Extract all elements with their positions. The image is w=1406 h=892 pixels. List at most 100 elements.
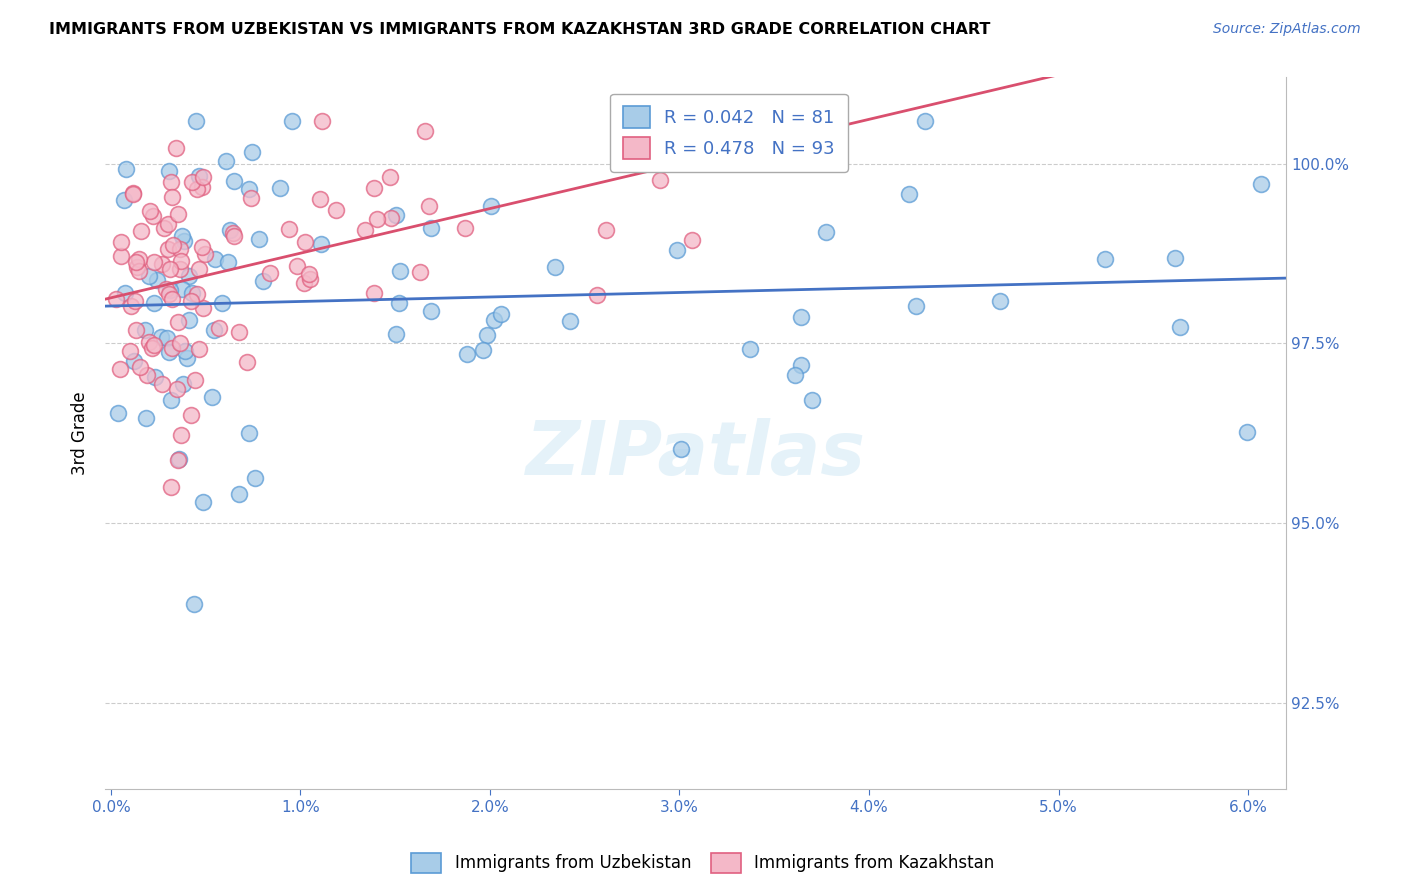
Point: [353, 223, 375, 237]
Point: [157, 242, 180, 256]
Point: [1094, 252, 1116, 267]
Point: [222, 228, 245, 243]
Point: [366, 212, 388, 227]
Point: [143, 255, 166, 269]
Point: [166, 315, 188, 329]
Point: [145, 370, 167, 384]
Point: [247, 232, 270, 246]
Point: [208, 320, 231, 334]
Point: [143, 338, 166, 352]
Point: [191, 180, 214, 194]
Point: [169, 451, 191, 466]
Point: [785, 368, 807, 383]
Point: [170, 229, 193, 244]
Point: [214, 154, 236, 169]
Point: [363, 286, 385, 301]
Point: [388, 264, 411, 278]
Point: [228, 487, 250, 501]
Point: [120, 299, 142, 313]
Point: [240, 191, 263, 205]
Point: [167, 453, 190, 467]
Point: [380, 211, 402, 226]
Point: [543, 260, 565, 274]
Text: ZIPatlas: ZIPatlas: [526, 418, 866, 491]
Point: [159, 283, 181, 297]
Point: [471, 343, 494, 357]
Point: [202, 323, 225, 337]
Point: [269, 180, 291, 194]
Point: [186, 182, 208, 196]
Point: [384, 327, 406, 342]
Point: [150, 377, 173, 392]
Point: [156, 217, 179, 231]
Point: [193, 495, 215, 509]
Point: [170, 428, 193, 442]
Point: [134, 323, 156, 337]
Point: [222, 174, 245, 188]
Point: [413, 124, 436, 138]
Point: [738, 342, 761, 356]
Point: [170, 253, 193, 268]
Point: [150, 256, 173, 270]
Point: [454, 220, 477, 235]
Point: [156, 331, 179, 345]
Point: [173, 234, 195, 248]
Point: [479, 199, 502, 213]
Point: [191, 170, 214, 185]
Point: [620, 113, 643, 128]
Point: [160, 190, 183, 204]
Point: [184, 113, 207, 128]
Point: [1236, 425, 1258, 440]
Point: [914, 113, 936, 128]
Point: [194, 247, 217, 261]
Point: [188, 343, 211, 357]
Point: [176, 351, 198, 365]
Point: [219, 223, 242, 237]
Point: [110, 248, 132, 262]
Point: [135, 410, 157, 425]
Point: [418, 199, 440, 213]
Text: Source: ZipAtlas.com: Source: ZipAtlas.com: [1213, 22, 1361, 37]
Point: [169, 336, 191, 351]
Point: [790, 310, 813, 324]
Point: [292, 276, 315, 290]
Point: [169, 262, 191, 277]
Point: [159, 480, 181, 494]
Point: [188, 169, 211, 183]
Point: [177, 313, 200, 327]
Point: [228, 325, 250, 339]
Point: [160, 175, 183, 189]
Legend: Immigrants from Uzbekistan, Immigrants from Kazakhstan: Immigrants from Uzbekistan, Immigrants f…: [405, 847, 1001, 880]
Point: [221, 227, 243, 241]
Point: [183, 597, 205, 611]
Point: [690, 113, 713, 128]
Text: IMMIGRANTS FROM UZBEKISTAN VS IMMIGRANTS FROM KAZAKHSTAN 3RD GRADE CORRELATION C: IMMIGRANTS FROM UZBEKISTAN VS IMMIGRANTS…: [49, 22, 991, 37]
Point: [124, 294, 146, 309]
Point: [595, 222, 617, 236]
Point: [180, 408, 202, 422]
Point: [294, 235, 316, 250]
Point: [180, 294, 202, 309]
Point: [160, 342, 183, 356]
Point: [211, 296, 233, 310]
Point: [456, 346, 478, 360]
Point: [159, 345, 181, 359]
Point: [790, 359, 813, 373]
Point: [169, 242, 191, 256]
Point: [388, 295, 411, 310]
Point: [285, 260, 308, 274]
Point: [177, 268, 200, 283]
Point: [150, 330, 173, 344]
Point: [108, 362, 131, 376]
Point: [172, 376, 194, 391]
Point: [157, 164, 180, 178]
Point: [184, 373, 207, 387]
Point: [621, 113, 644, 128]
Point: [898, 186, 921, 201]
Point: [325, 203, 347, 218]
Point: [363, 180, 385, 194]
Point: [201, 390, 224, 404]
Point: [128, 264, 150, 278]
Point: [107, 405, 129, 419]
Point: [1164, 251, 1187, 265]
